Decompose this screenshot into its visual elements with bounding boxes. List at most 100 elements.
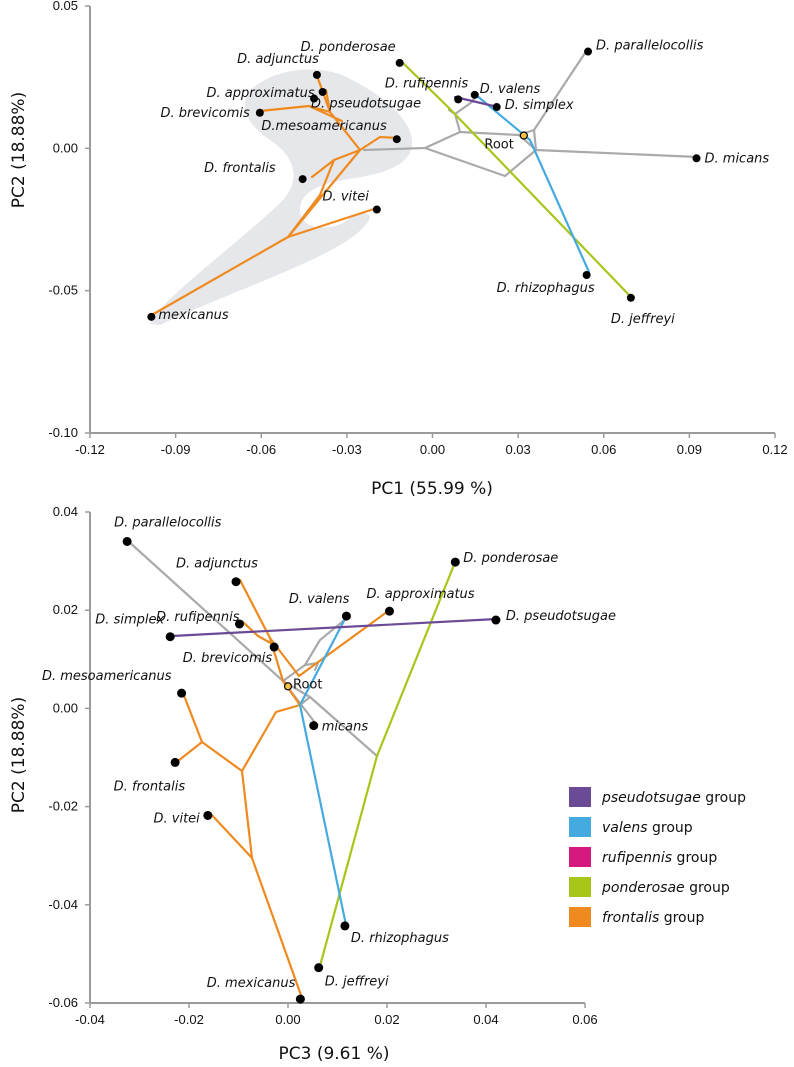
legend-swatch-ponderosae (569, 877, 591, 897)
branch-other (281, 616, 349, 683)
branch-frontalis (286, 206, 379, 239)
legend-label-frontalis: frontalis group (602, 910, 704, 926)
taxon-label-root: Root (484, 138, 513, 153)
pc1-x-tick-label: 0.12 (762, 442, 787, 457)
taxon-label-d-parallelocollis: D. parallelocollis (114, 515, 222, 530)
legend-label-pseudotsugae: pseudotsugae group (601, 790, 746, 806)
legend-label-ponderosae: ponderosae group (601, 880, 730, 896)
taxon-label-d-jeffreyi: D. jeffreyi (611, 312, 675, 327)
taxon-label-d-brevicomis: D. brevicomis (160, 106, 250, 121)
branch-pseudotsugae (170, 617, 499, 638)
taxon-point-d-adjunctus (231, 577, 241, 587)
taxon-point-d-vitei (372, 205, 381, 214)
taxon-label-d-ponderosae: D. ponderosae (463, 551, 558, 566)
branch-frontalis (207, 769, 254, 860)
branch-frontalis (176, 740, 204, 763)
pc3-y-tick-label: -0.06 (48, 995, 78, 1010)
taxon-point-d-jeffreyi (314, 963, 324, 973)
taxon-point-d-rufipennis (454, 95, 463, 104)
taxon-label-d-mexicanus: D. mexicanus (207, 976, 296, 991)
pc3-x-tick-label: 0.04 (473, 1012, 498, 1027)
taxon-point-d-approximatus (318, 87, 327, 96)
taxon-label-d-rhizophagus: D. rhizophagus (497, 281, 595, 296)
pc1-x-tick-label: -0.06 (246, 442, 276, 457)
pc1-x-tick-label: -0.12 (75, 442, 105, 457)
pc3-axis-title: PC3 (9.61 %) (278, 1044, 389, 1064)
taxon-label-d-simplex: D. simplex (95, 613, 164, 628)
branch-valens (474, 93, 591, 274)
taxon-label-d-frontalis: D. frontalis (114, 779, 186, 794)
taxon-point-d-jeffreyi (626, 293, 635, 302)
branch-frontalis (274, 607, 393, 678)
taxon-point-mexicanus (147, 312, 156, 321)
legend-swatch-frontalis (569, 907, 591, 927)
pc3-x-tick-label: 0.02 (374, 1012, 399, 1027)
pc1-y-tick-label: 0.00 (53, 140, 78, 155)
taxon-label-d-approximatus: D. approximatus (207, 86, 315, 101)
taxon-label-d-micans: D. micans (705, 151, 770, 166)
pc1-x-tick-label: 0.06 (591, 442, 616, 457)
taxon-label-d-jeffreyi: D. jeffreyi (325, 975, 389, 990)
branch-frontalis (250, 856, 304, 1000)
branch-frontalis (238, 578, 302, 707)
pc1-x-tick-label: -0.09 (161, 442, 191, 457)
taxon-point-root (519, 131, 528, 140)
taxon-point-d-pseudotsugae (491, 615, 501, 625)
taxon-point-d-frontalis (170, 757, 180, 767)
taxon-point-d-rhizophagus (582, 271, 591, 280)
taxon-label-d-parallelocollis: D. parallelocollis (596, 39, 704, 54)
taxon-point-d-frontalis (298, 175, 307, 184)
pc1-x-tick-label: 0.03 (505, 442, 530, 457)
branch-pseudotsugae (453, 95, 500, 109)
pc3-pc2-plot: -0.04 -0.02 0.00 0.02 0.04 0.06 0.04 0.02 0.00 -0… (9, 504, 746, 1064)
pc3-x-tick-label: 0.06 (572, 1012, 597, 1027)
taxon-point-d-mesoamericanus (177, 688, 187, 698)
pc3-pc2-taxa: D. parallelocollis D. ponderosae D. adjunc… (42, 515, 616, 1004)
taxon-point-d-mesoamericanus (392, 135, 401, 144)
group-legend: pseudotsugae group valens group rufipennis… (569, 787, 746, 927)
pc3-y-tick-label: 0.02 (53, 602, 78, 617)
taxon-label-d-rufipennis: D. rufipennis (385, 76, 469, 91)
pc1-pc2-plot: -0.12 -0.09 -0.06 -0.03 0.00 0.03 0.06 0.09 0.12… (9, 0, 788, 499)
taxon-label-mexicanus: mexicanus (158, 308, 229, 323)
branch-ponderosae (400, 60, 632, 298)
taxon-label-d-vitei: D. vitei (154, 811, 201, 826)
taxon-label-d-frontalis: D. frontalis (204, 161, 276, 176)
taxon-point-d-brevicomis (269, 642, 279, 652)
taxon-point-root (283, 682, 293, 691)
pc3-pc2-phylogeny-branches (126, 539, 499, 1000)
pc2-axis-title-top: PC2 (18.88%) (9, 92, 29, 208)
pc1-x-tick-label: 0.00 (420, 442, 445, 457)
taxon-point-d-brevicomis (255, 108, 264, 117)
legend-label-rufipennis: rufipennis group (602, 850, 717, 866)
pc1-x-tick-label: -0.03 (332, 442, 362, 457)
pc3-pc2-axes: -0.04 -0.02 0.00 0.02 0.04 0.06 0.04 0.02 0.00 -0… (48, 504, 597, 1027)
taxon-point-d-micans (692, 154, 701, 163)
pc3-y-tick-label: 0.00 (53, 700, 78, 715)
branch-other (532, 128, 538, 152)
taxon-point-d-valens (470, 90, 479, 99)
taxon-label-d-pseudotsugae: D. pseudotsugae (311, 97, 421, 112)
branch-frontalis (324, 88, 332, 114)
taxon-point-d-rufipennis (234, 619, 244, 629)
legend-swatch-rufipennis (569, 847, 591, 867)
taxon-label-d-mesoamericanus: D.mesoamericanus (261, 119, 387, 134)
taxon-point-d-vitei (203, 810, 213, 820)
branch-ponderosae (318, 558, 458, 968)
taxon-label-root: Root (293, 677, 322, 692)
taxon-point-micans (309, 721, 319, 731)
taxon-point-d-mexicanus (295, 994, 305, 1004)
taxon-point-d-parallelocollis (122, 536, 132, 546)
branch-frontalis (258, 104, 362, 152)
taxon-label-d-ponderosae: D. ponderosae (301, 40, 396, 55)
pc3-x-tick-label: 0.00 (275, 1012, 300, 1027)
taxon-point-d-ponderosae (450, 557, 460, 567)
pc1-y-tick-label: -0.05 (48, 283, 78, 298)
branch-frontalis (241, 620, 278, 648)
pc3-x-tick-label: -0.04 (75, 1012, 105, 1027)
pc3-x-tick-label: -0.02 (174, 1012, 204, 1027)
taxon-point-d-simplex (492, 103, 501, 112)
pc1-pc2-axes: -0.12 -0.09 -0.06 -0.03 0.00 0.03 0.06 0.09 0.12… (48, 0, 787, 457)
branch-frontalis (181, 691, 302, 773)
